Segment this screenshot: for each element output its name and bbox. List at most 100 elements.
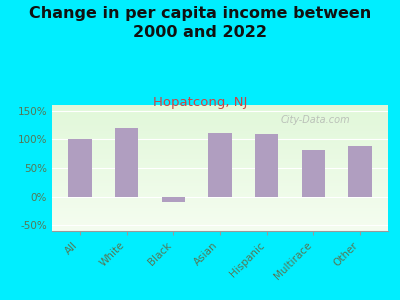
Bar — [52, 130, 388, 131]
Bar — [52, 158, 388, 159]
Bar — [52, 214, 388, 215]
Bar — [52, 217, 388, 218]
Bar — [52, 120, 388, 121]
Bar — [52, 200, 388, 201]
Bar — [52, 155, 388, 156]
Bar — [52, 196, 388, 197]
Bar — [52, 183, 388, 184]
Bar — [52, 222, 388, 223]
Bar — [52, 107, 388, 108]
Bar — [52, 127, 388, 128]
Bar — [208, 133, 232, 196]
Bar — [52, 229, 388, 230]
Bar — [52, 191, 388, 192]
Bar — [255, 134, 278, 196]
Bar — [52, 228, 388, 229]
Bar — [52, 114, 388, 115]
Bar — [52, 192, 388, 193]
Bar — [52, 193, 388, 194]
Bar — [52, 186, 388, 187]
Bar — [52, 223, 388, 224]
Bar — [52, 224, 388, 225]
Bar — [52, 124, 388, 125]
Bar — [52, 105, 388, 106]
Bar — [52, 220, 388, 221]
Bar — [52, 205, 388, 206]
Bar — [52, 128, 388, 129]
Bar — [52, 142, 388, 143]
Bar — [52, 190, 388, 191]
Bar — [52, 141, 388, 142]
Bar — [52, 161, 388, 162]
Bar — [52, 215, 388, 216]
Bar — [68, 139, 92, 196]
Bar — [52, 180, 388, 181]
Bar — [162, 196, 185, 202]
Bar — [52, 163, 388, 164]
Bar — [52, 204, 388, 205]
Bar — [52, 126, 388, 127]
Bar — [52, 203, 388, 204]
Bar — [52, 195, 388, 196]
Bar — [52, 208, 388, 209]
Bar — [302, 150, 325, 197]
Bar — [52, 189, 388, 190]
Bar — [52, 132, 388, 133]
Bar — [52, 209, 388, 210]
Bar — [52, 184, 388, 185]
Bar — [52, 123, 388, 124]
Bar — [52, 221, 388, 222]
Bar — [52, 172, 388, 173]
Bar — [52, 139, 388, 140]
Bar — [52, 187, 388, 188]
Bar — [52, 202, 388, 203]
Bar — [52, 176, 388, 177]
Bar — [52, 140, 388, 141]
Bar — [52, 212, 388, 213]
Bar — [52, 188, 388, 189]
Bar — [52, 117, 388, 118]
Bar — [52, 119, 388, 120]
Bar — [52, 216, 388, 217]
Bar — [52, 177, 388, 178]
Bar — [115, 128, 138, 196]
Bar — [52, 151, 388, 152]
Bar — [52, 227, 388, 228]
Bar — [52, 201, 388, 202]
Bar — [52, 213, 388, 214]
Text: Change in per capita income between
2000 and 2022: Change in per capita income between 2000… — [29, 6, 371, 40]
Bar — [52, 219, 388, 220]
Bar — [52, 149, 388, 150]
Bar — [52, 135, 388, 136]
Bar — [52, 129, 388, 130]
Bar — [52, 121, 388, 122]
Bar — [52, 122, 388, 123]
Bar — [52, 160, 388, 161]
Bar — [52, 181, 388, 182]
Bar — [52, 159, 388, 160]
Bar — [52, 169, 388, 170]
Bar — [52, 199, 388, 200]
Bar — [52, 164, 388, 165]
Bar — [52, 144, 388, 145]
Text: Hopatcong, NJ: Hopatcong, NJ — [153, 96, 247, 109]
Bar — [52, 171, 388, 172]
Bar — [52, 168, 388, 169]
Bar — [52, 162, 388, 163]
Bar — [52, 106, 388, 107]
Bar — [52, 113, 388, 114]
Bar — [52, 156, 388, 157]
Bar — [52, 118, 388, 119]
Bar — [52, 150, 388, 151]
Text: City-Data.com: City-Data.com — [280, 115, 350, 125]
Bar — [52, 182, 388, 183]
Bar — [52, 230, 388, 231]
Bar — [52, 179, 388, 180]
Bar — [52, 185, 388, 186]
Bar — [52, 133, 388, 134]
Bar — [52, 115, 388, 116]
Bar — [52, 218, 388, 219]
Bar — [52, 108, 388, 109]
Bar — [52, 116, 388, 117]
Bar — [52, 146, 388, 147]
